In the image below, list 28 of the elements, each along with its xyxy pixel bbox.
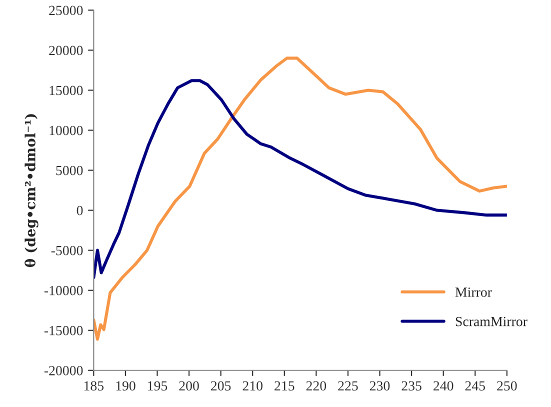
y-tick-label: -5000 [51, 246, 83, 256]
y-tick-label: -20000 [44, 366, 83, 376]
x-tick-label: 190 [116, 381, 136, 391]
x-tick-label: 205 [211, 381, 231, 391]
x-tick-label: 245 [465, 381, 486, 391]
x-tick-label: 230 [370, 381, 390, 391]
y-tick-label: 20000 [49, 46, 83, 56]
x-tick-label: 220 [306, 381, 326, 391]
x-tick-label: 185 [84, 381, 104, 391]
y-tick-label: 25000 [49, 6, 83, 16]
x-tick-label: 195 [148, 381, 168, 391]
x-tick-label: 200 [179, 381, 199, 391]
x-tick-label: 215 [274, 381, 294, 391]
y-tick-label: -10000 [44, 286, 83, 296]
x-tick-label: 235 [402, 381, 422, 391]
y-tick-label: 0 [76, 206, 83, 216]
y-tick-label: 10000 [50, 126, 83, 136]
x-tick-label: 225 [338, 381, 358, 391]
y-axis-title: θ (deg•cm²•dmol⁻¹) [24, 114, 38, 268]
x-tick-label: 210 [242, 381, 262, 391]
line-series [94, 79, 507, 280]
x-tick-label: 250 [497, 381, 517, 391]
x-tick-label: 240 [434, 381, 454, 391]
y-tick-label: -15000 [44, 326, 83, 336]
y-tick-label: 15000 [50, 86, 83, 96]
legend-label: ScramMirror [456, 316, 528, 326]
legend-label: Mirror [455, 288, 492, 297]
y-tick-label: 5000 [56, 166, 83, 176]
